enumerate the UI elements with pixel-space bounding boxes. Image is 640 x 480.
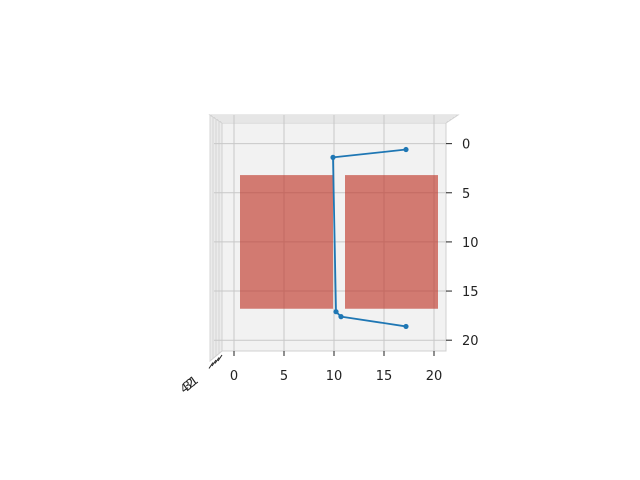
data-point xyxy=(338,314,344,320)
depth-tick-mark xyxy=(211,359,217,367)
rectangles xyxy=(240,175,438,309)
y-tick-label: 10 xyxy=(462,236,479,251)
y-tick-label: 20 xyxy=(462,334,479,349)
series-line xyxy=(330,146,409,330)
rectangle-1 xyxy=(240,175,333,309)
y-tick-label: 15 xyxy=(462,285,479,300)
rectangle-2 xyxy=(345,175,438,309)
data-point xyxy=(330,154,336,160)
x-tick-label: 15 xyxy=(376,369,393,384)
data-point xyxy=(403,146,409,153)
y-tick-label: 0 xyxy=(462,138,470,153)
x-tick-label: 5 xyxy=(280,369,288,384)
x-tick-label: 20 xyxy=(426,369,443,384)
depth-tick-mark xyxy=(217,354,223,362)
depth-tick-mark xyxy=(214,357,220,364)
y-tick-label: 5 xyxy=(462,187,470,202)
data-point xyxy=(333,309,339,315)
x-tick-label: 10 xyxy=(326,369,343,384)
x-tick-label: 0 xyxy=(230,369,238,384)
depth-tick-mark xyxy=(208,362,214,369)
data-point xyxy=(403,323,409,330)
